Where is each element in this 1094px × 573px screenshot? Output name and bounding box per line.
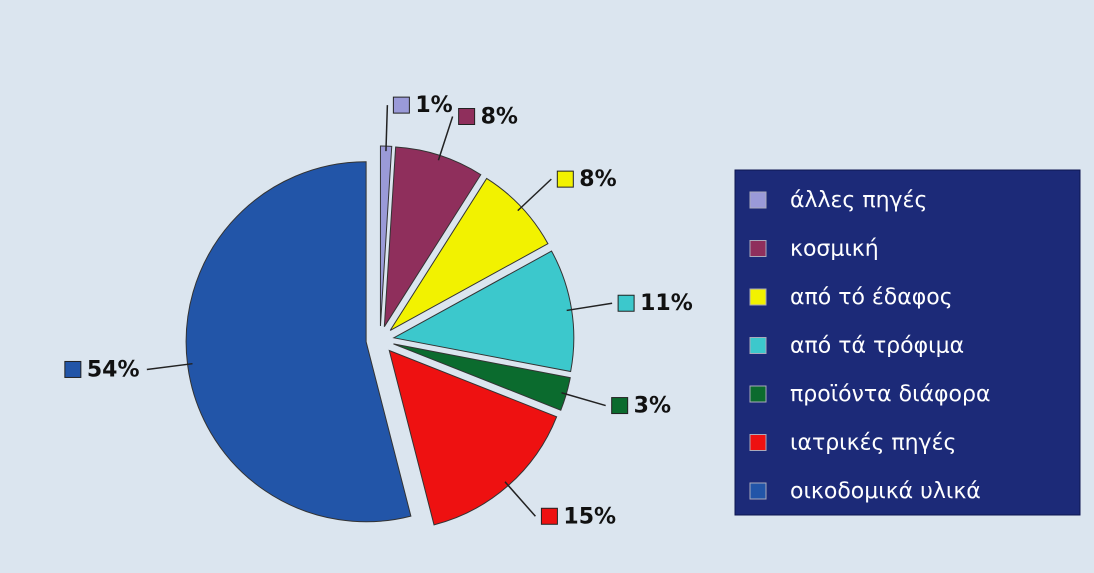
leader-line	[504, 481, 536, 517]
legend-swatch	[749, 482, 767, 500]
leader-line	[385, 105, 389, 152]
legend-label: από τά τρόφιμα	[790, 334, 964, 359]
leader-line	[146, 362, 193, 371]
label-swatch	[540, 507, 558, 525]
data-label: 8%	[579, 167, 616, 192]
data-label: 1%	[415, 93, 452, 118]
label-swatch	[556, 170, 574, 188]
label-swatch	[392, 96, 410, 114]
legend-label: προϊόντα διάφορα	[790, 382, 990, 407]
label-swatch	[458, 108, 476, 126]
legend-label: οικοδομικά υλικά	[790, 479, 981, 504]
leader-line	[561, 392, 606, 407]
legend-label: κοσμική	[790, 237, 879, 262]
label-swatch	[617, 294, 635, 312]
legend-swatch	[749, 288, 767, 306]
data-label: 11%	[640, 291, 693, 316]
label-swatch	[611, 397, 629, 415]
data-label: 15%	[563, 504, 616, 529]
label-swatch	[64, 360, 82, 378]
leader-line	[437, 116, 454, 161]
leader-line	[566, 302, 613, 312]
legend-label: άλλες πηγές	[790, 188, 927, 213]
data-label: 54%	[87, 357, 140, 382]
legend-swatch	[749, 191, 767, 209]
legend-swatch	[749, 385, 767, 403]
legend-label: ιατρικές πηγές	[790, 431, 956, 456]
data-label: 8%	[481, 105, 518, 130]
legend-swatch	[749, 337, 767, 354]
legend-swatch	[749, 434, 767, 451]
legend-swatch	[749, 240, 767, 257]
leader-line	[517, 178, 552, 212]
legend-box	[734, 169, 1081, 516]
legend-label: από τό έδαφος	[790, 285, 953, 310]
data-label: 3%	[634, 394, 671, 419]
